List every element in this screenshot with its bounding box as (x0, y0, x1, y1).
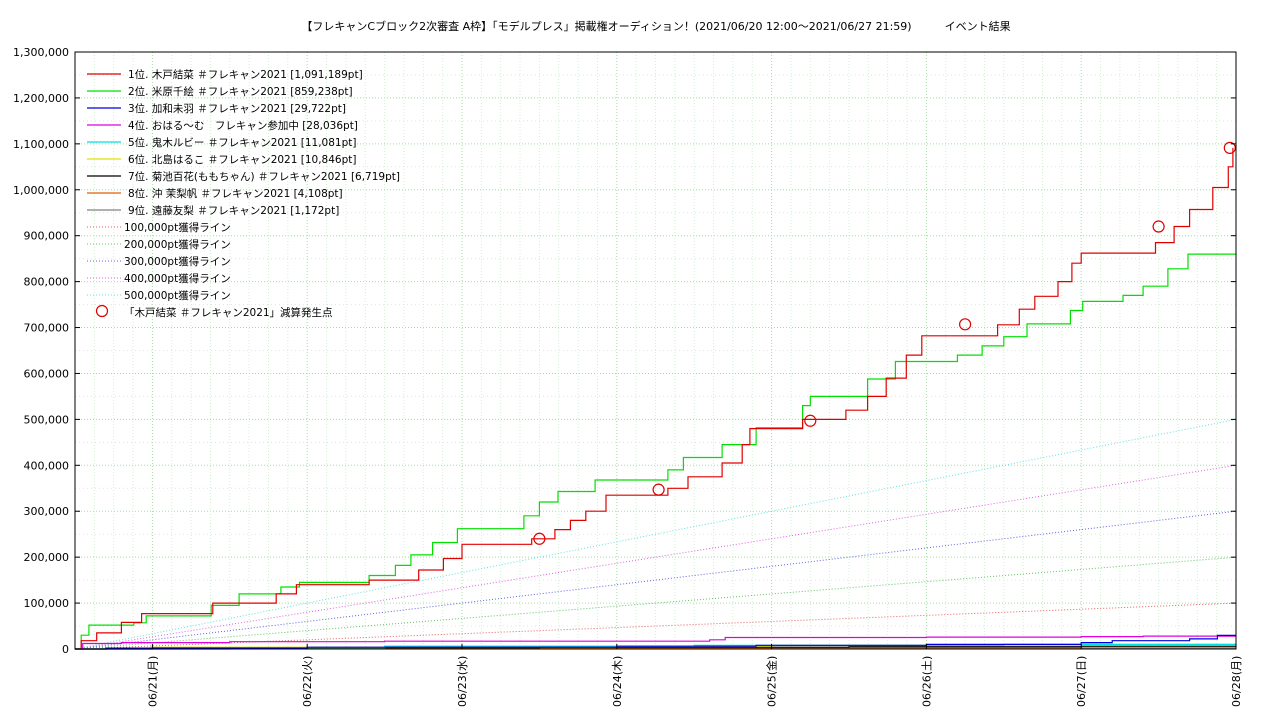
marker-point (1223, 141, 1236, 154)
legend-label: 6位. 北島はるこ ＃フレキャン2021 [10,846pt] (128, 153, 356, 166)
legend-label: 「木戸結菜 ＃フレキャン2021」減算発生点 (124, 306, 333, 319)
legend-label: 2位. 米原千絵 ＃フレキャン2021 [859,238pt] (128, 85, 353, 98)
legend-label: 200,000pt獲得ライン (124, 238, 231, 251)
plot-frame (74, 51, 1237, 650)
series-line-2 (75, 253, 1237, 650)
y-tick-label: 0 (62, 643, 69, 656)
x-tick-label: 06/22(火) (301, 656, 314, 707)
legend-label: 7位. 菊池百花(ももちゃん) ＃フレキャン2021 [6,719pt] (128, 170, 400, 183)
y-tick-label: 1,200,000 (13, 92, 69, 105)
x-axis: 06/21(月) 06/22(火) 06/23(水) 06/24(木) 06/25(金)… (146, 644, 1243, 707)
y-axis: 0 100,000 200,000 300,000 400,000 500,000 600,… (13, 46, 1236, 656)
y-tick-label: 200,000 (24, 551, 70, 564)
series-line-4 (75, 635, 1236, 650)
reference-lines (74, 418, 1237, 650)
legend-label: 8位. 沖 茉梨帆 ＃フレキャン2021 [4,108pt] (128, 187, 343, 200)
y-tick-label: 300,000 (24, 505, 70, 518)
marker-points (533, 141, 1236, 545)
chart-title: 【フレキャンCブロック2次審査 A枠】「モデルプレス」掲載権オーディション！(2… (301, 19, 1010, 33)
legend-label: 300,000pt獲得ライン (124, 255, 231, 268)
legend-label: 3位. 加和未羽 ＃フレキャン2021 [29,722pt] (128, 102, 346, 115)
marker-point (652, 483, 665, 496)
y-tick-label: 1,300,000 (13, 46, 69, 59)
marker-point (804, 414, 817, 427)
x-tick-label: 06/25(金) (765, 656, 779, 707)
marker-point (1152, 220, 1165, 233)
y-tick-label: 600,000 (24, 367, 70, 380)
x-tick-label: 06/27(日) (1075, 656, 1088, 707)
legend-label: 9位. 遠藤友梨 ＃フレキャン2021 [1,172pt] (128, 204, 339, 217)
legend-label: 100,000pt獲得ライン (124, 221, 231, 234)
y-tick-label: 500,000 (24, 413, 70, 426)
x-tick-label: 06/23(水) (456, 656, 469, 707)
y-tick-label: 100,000 (24, 597, 70, 610)
reference-line-2 (74, 556, 1237, 650)
legend-label: 5位. 鬼木ルビー ＃フレキャン2021 [11,081pt] (128, 136, 356, 149)
marker-point (533, 532, 546, 545)
legend-label: 500,000pt獲得ライン (124, 289, 231, 302)
y-tick-label: 1,000,000 (13, 184, 69, 197)
series-line-1 (75, 147, 1234, 650)
legend-label: 4位. おはる〜む フレキャン参加中 [28,036pt] (128, 119, 358, 132)
legend: 1位. 木戸結菜 ＃フレキャン2021 [1,091,189pt] 2位. 米原千… (87, 68, 400, 319)
y-tick-label: 1,100,000 (13, 138, 69, 151)
x-tick-label: 06/26(土) (920, 656, 933, 707)
legend-label: 1位. 木戸結菜 ＃フレキャン2021 [1,091,189pt] (128, 68, 363, 81)
y-tick-label: 800,000 (24, 276, 70, 289)
marker-point (958, 318, 972, 331)
reference-line-4 (74, 464, 1237, 650)
legend-label: 400,000pt獲得ライン (124, 272, 231, 285)
x-tick-label: 06/24(木) (611, 656, 624, 707)
grid (75, 51, 1236, 650)
y-tick-label: 900,000 (24, 230, 70, 243)
x-tick-label: 06/21(月) (146, 656, 159, 707)
y-tick-label: 400,000 (24, 459, 70, 472)
legend-marker-swatch (95, 304, 109, 318)
reference-line-5 (74, 418, 1237, 650)
x-tick-label: 06/28(月) (1230, 656, 1243, 707)
y-tick-label: 700,000 (24, 322, 70, 335)
